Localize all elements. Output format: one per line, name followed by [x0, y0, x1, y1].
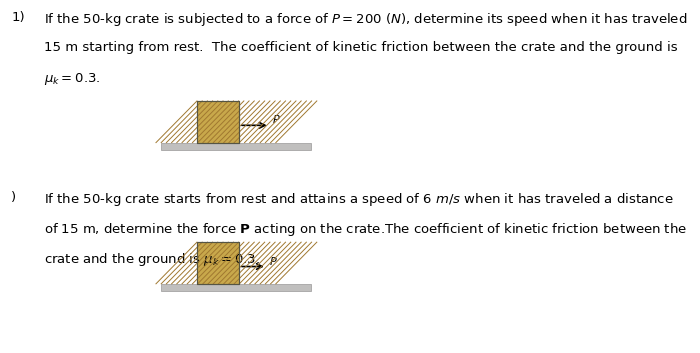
Text: of 15 m, determine the force $\mathbf{P}$ acting on the crate.The coefficient of: of 15 m, determine the force $\mathbf{P}… — [45, 221, 687, 238]
Text: P: P — [272, 115, 279, 125]
Text: $\mu_k = 0.3$.: $\mu_k = 0.3$. — [45, 71, 101, 86]
FancyBboxPatch shape — [161, 143, 312, 150]
Text: If the 50-kg crate is subjected to a force of $P = 200$ $(N)$, determine its spe: If the 50-kg crate is subjected to a for… — [45, 11, 688, 28]
Text: 1): 1) — [11, 11, 25, 24]
Text: ): ) — [11, 191, 25, 204]
Text: 15 m starting from rest.  The coefficient of kinetic friction between the crate : 15 m starting from rest. The coefficient… — [45, 41, 678, 54]
FancyBboxPatch shape — [161, 284, 312, 291]
Text: If the 50-kg crate starts from rest and attains a speed of 6 $m/s$ when it has t: If the 50-kg crate starts from rest and … — [45, 191, 674, 208]
Text: P: P — [270, 257, 276, 267]
FancyBboxPatch shape — [197, 242, 239, 284]
Text: crate and the ground is $\mu_k = 0.3$.: crate and the ground is $\mu_k = 0.3$. — [45, 251, 260, 268]
FancyBboxPatch shape — [197, 101, 239, 143]
